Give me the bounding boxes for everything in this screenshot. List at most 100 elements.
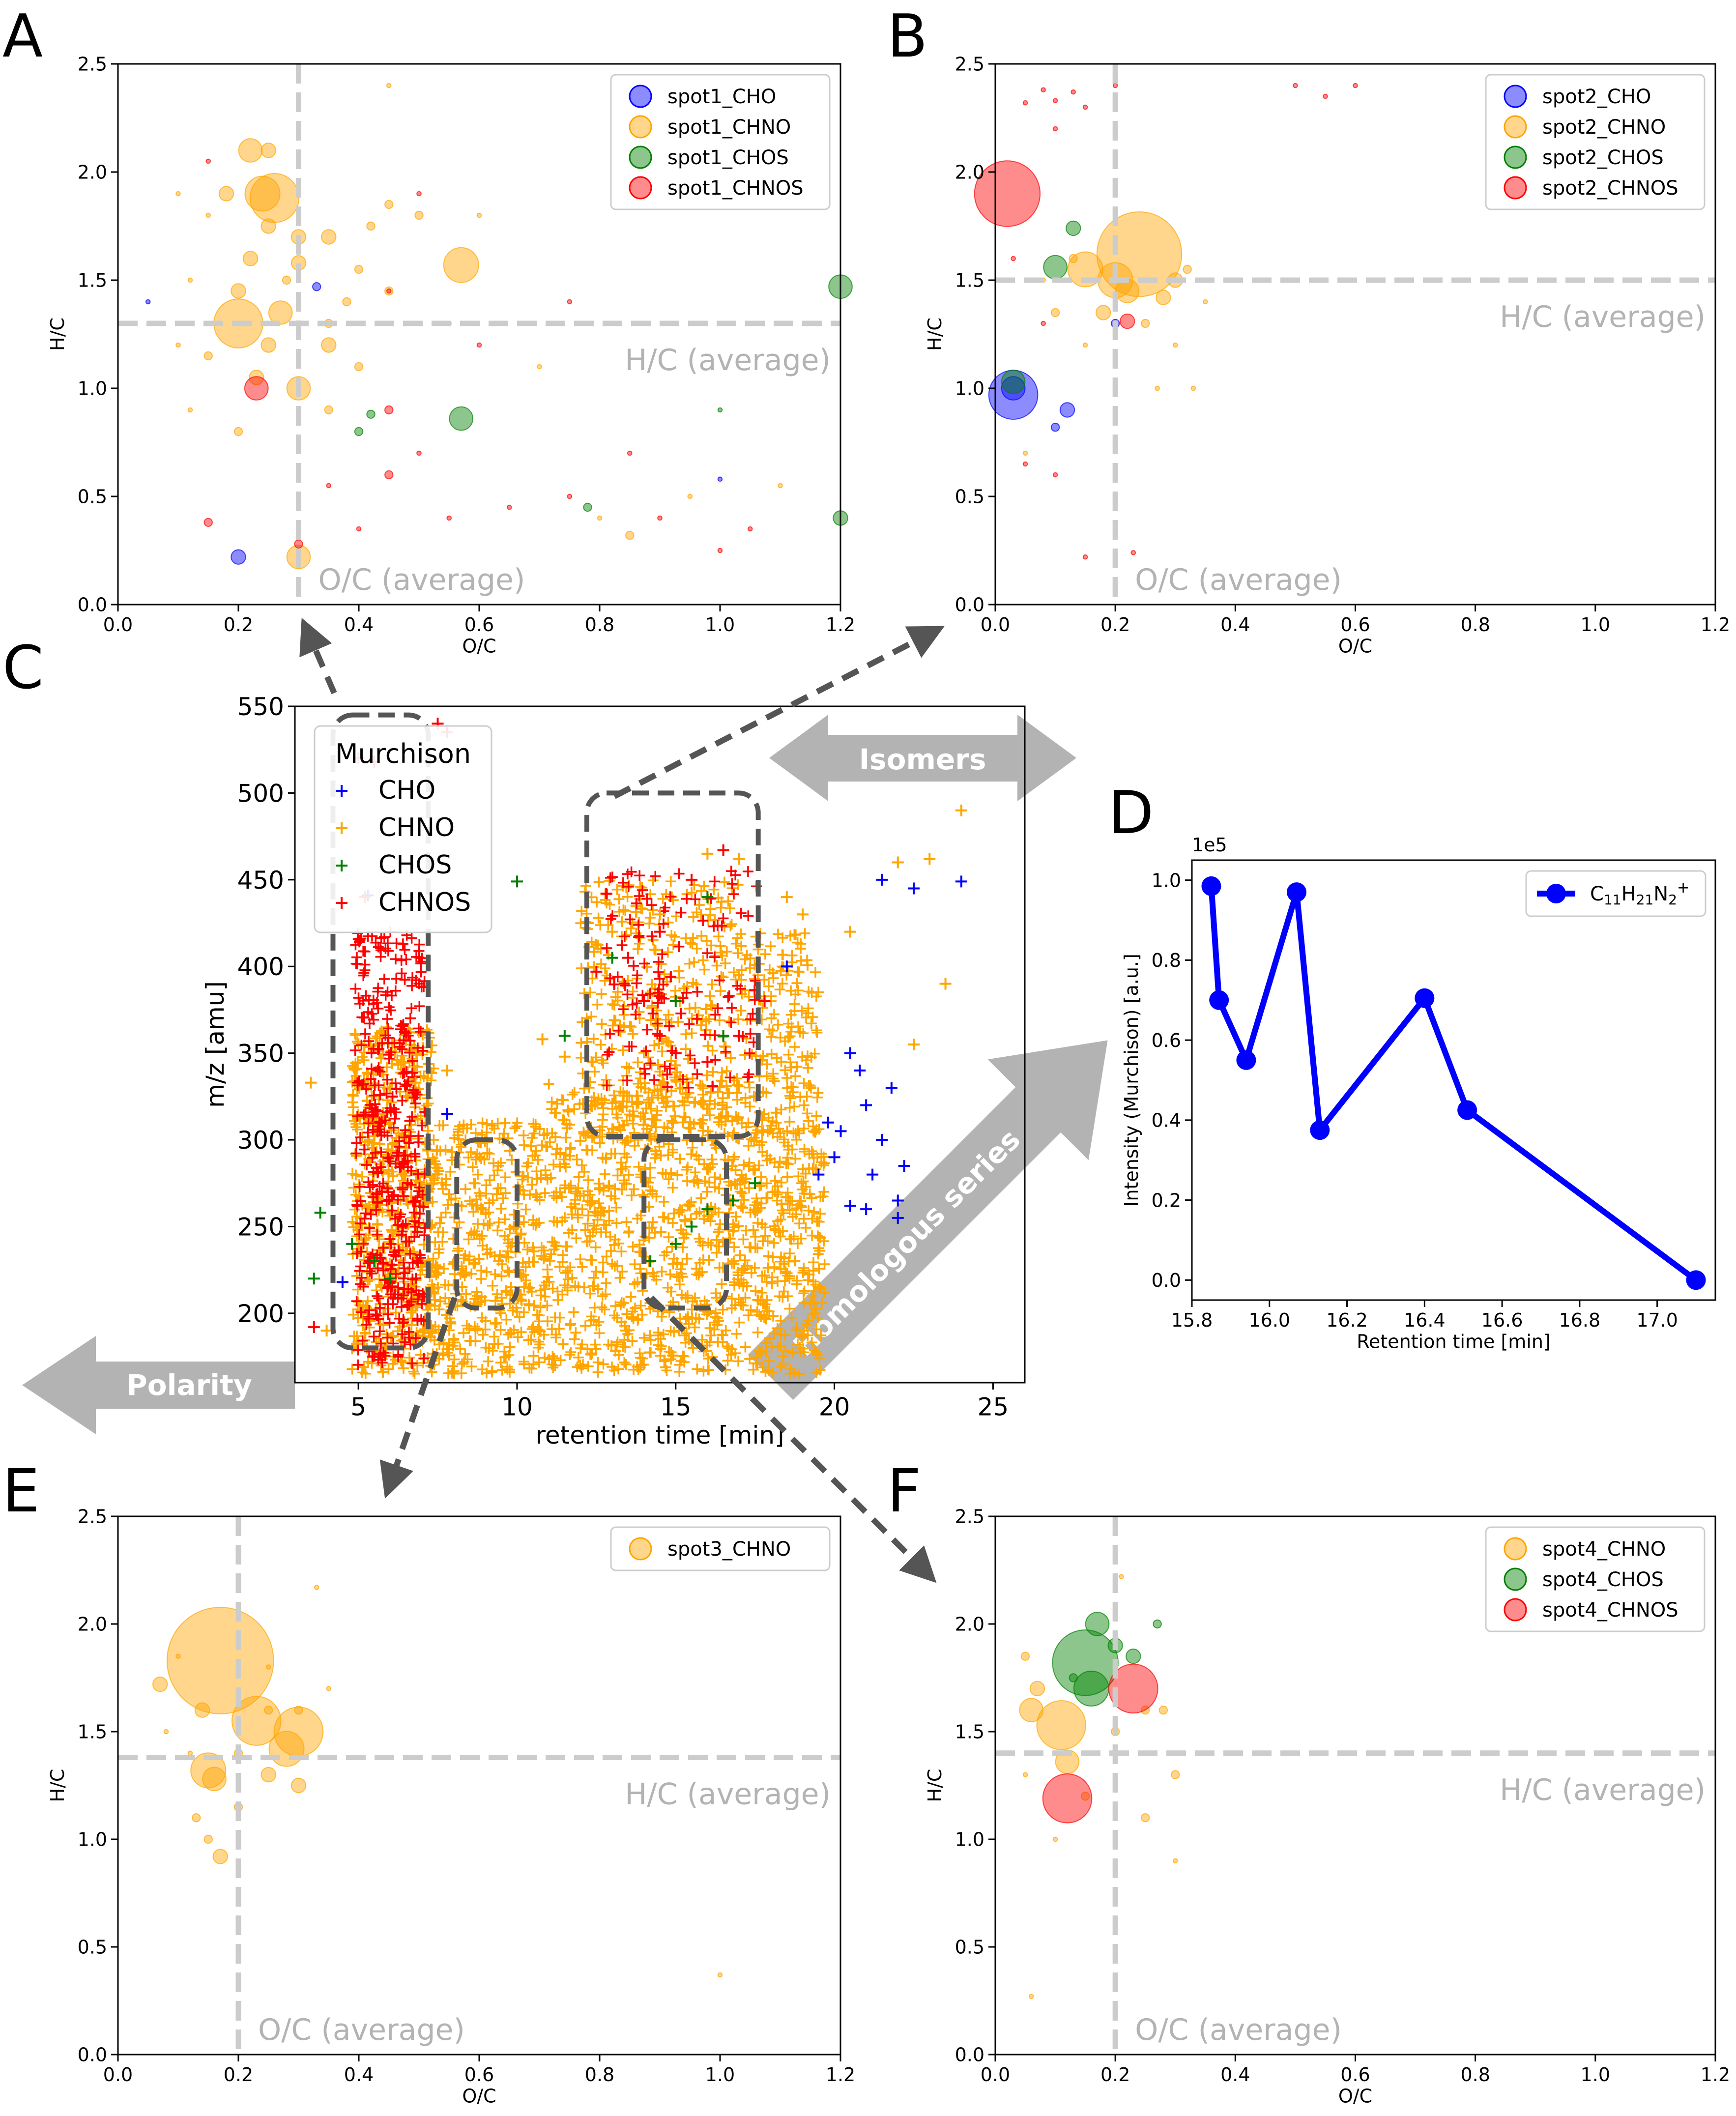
y-tick-label: 0.0 <box>78 2044 107 2066</box>
data-point <box>145 299 151 305</box>
panel-d-intensity-line: 15.8 16.0 16.2 16.4 16.6 16.8 17.0 0.0 0.2 0.4 0.6… <box>1121 834 1716 1353</box>
y-tick-label: 2.5 <box>78 1506 107 1528</box>
data-point <box>1183 264 1192 274</box>
data-point <box>212 1849 228 1864</box>
legend-box <box>610 74 831 210</box>
data-point <box>476 212 482 218</box>
series-line <box>1208 886 1698 1283</box>
data-point <box>242 251 259 266</box>
x-tick-label: 15 <box>660 1393 692 1421</box>
data-point <box>231 549 246 565</box>
data-point <box>1141 319 1150 328</box>
y-tick-label: 0.5 <box>78 1937 107 1958</box>
legend-label: CHOS <box>378 850 452 880</box>
data-point <box>205 212 211 218</box>
y-tick-label: 400 <box>237 953 284 981</box>
data-point <box>1041 320 1046 326</box>
panel-letter-c: C <box>2 634 44 702</box>
data-point <box>1190 385 1196 391</box>
data-point <box>1071 89 1076 95</box>
x-tick-label: 0.0 <box>981 614 1010 636</box>
data-point <box>238 138 263 163</box>
x-tick-label: 1.0 <box>705 614 735 636</box>
data-point <box>1119 313 1135 329</box>
data-point <box>606 926 618 938</box>
data-point <box>231 1696 282 1746</box>
connector-arrow-e <box>379 1297 458 1499</box>
legend-marker <box>1504 1598 1527 1622</box>
connector-arrow-a <box>299 617 337 695</box>
x-tick-label: 0.8 <box>1460 2064 1490 2086</box>
legend-box <box>1485 1526 1706 1632</box>
x-tick-label: 0.8 <box>1460 614 1490 636</box>
data-point <box>854 1064 866 1076</box>
x-tick-label: 0.8 <box>585 2064 614 2086</box>
x-tick-label: 20 <box>819 1393 850 1421</box>
x-tick-label: 1.2 <box>1701 2064 1730 2086</box>
data-point <box>908 1039 920 1050</box>
data-point <box>1236 1050 1256 1070</box>
data-point <box>175 1653 181 1659</box>
data-point <box>1019 1698 1044 1722</box>
y-tick-label: 1.5 <box>78 270 107 291</box>
data-point <box>733 1030 745 1042</box>
data-point <box>1172 342 1178 348</box>
data-point <box>1457 1100 1477 1120</box>
x-tick-label: 5 <box>350 1393 366 1421</box>
y-tick-label: 250 <box>237 1213 284 1241</box>
legend-label: spot1_CHOS <box>667 146 789 169</box>
y-axis-label: H/C <box>47 318 68 351</box>
data-point <box>860 1099 872 1111</box>
y-tick-label: 500 <box>237 779 284 808</box>
y-tick-label: 1.5 <box>955 1721 984 1743</box>
data-point <box>152 1676 168 1692</box>
data-point <box>416 191 422 197</box>
x-tick-label: 1.0 <box>1581 614 1610 636</box>
y-tick-label: 1.0 <box>78 378 107 400</box>
plot-frame <box>294 705 1026 1384</box>
legend-formula-part: N <box>1653 883 1668 905</box>
data-point <box>384 405 394 415</box>
legend-marker <box>629 145 652 169</box>
data-point <box>1022 461 1028 467</box>
data-point <box>1036 1700 1087 1750</box>
data-point <box>203 1834 213 1844</box>
legend-label: spot1_CHNOS <box>667 177 804 200</box>
data-point <box>1096 305 1111 320</box>
data-point <box>657 515 663 521</box>
data-point <box>536 1033 549 1045</box>
legend-label: CHNO <box>378 813 455 842</box>
data-point <box>260 1767 276 1783</box>
data-point <box>1323 93 1328 99</box>
data-point <box>205 158 211 164</box>
legend-label: spot2_CHOS <box>1542 146 1664 169</box>
data-point <box>308 1321 320 1333</box>
data-point <box>885 1082 897 1094</box>
data-point <box>1022 100 1028 106</box>
polarity-label: Polarity <box>126 1368 252 1402</box>
data-point <box>955 875 967 888</box>
oc-average-label: O/C (average) <box>318 563 525 597</box>
homolog-box-left <box>454 1137 520 1311</box>
legend-marker <box>336 897 347 909</box>
data-point <box>175 342 181 348</box>
homologous-series-arrow: Homologous series <box>748 1040 1108 1400</box>
data-point <box>860 1203 872 1216</box>
legend-marker <box>1504 85 1527 108</box>
x-axis-label: O/C <box>1338 636 1372 657</box>
legend-marker <box>629 85 652 108</box>
data-point <box>260 218 276 234</box>
x-tick-label: 0.0 <box>981 2064 1010 2086</box>
data-point <box>701 891 714 903</box>
data-point <box>187 407 193 413</box>
y-tick-label: 1.5 <box>78 1721 107 1743</box>
data-point <box>441 1108 453 1120</box>
data-point <box>384 1273 396 1285</box>
data-point <box>1209 990 1229 1010</box>
data-point <box>443 247 479 283</box>
legend-label: spot2_CHO <box>1542 86 1651 108</box>
data-point <box>625 531 635 540</box>
y-tick-label: 1.0 <box>78 1829 107 1851</box>
data-point <box>354 362 364 372</box>
data-point <box>627 450 633 456</box>
